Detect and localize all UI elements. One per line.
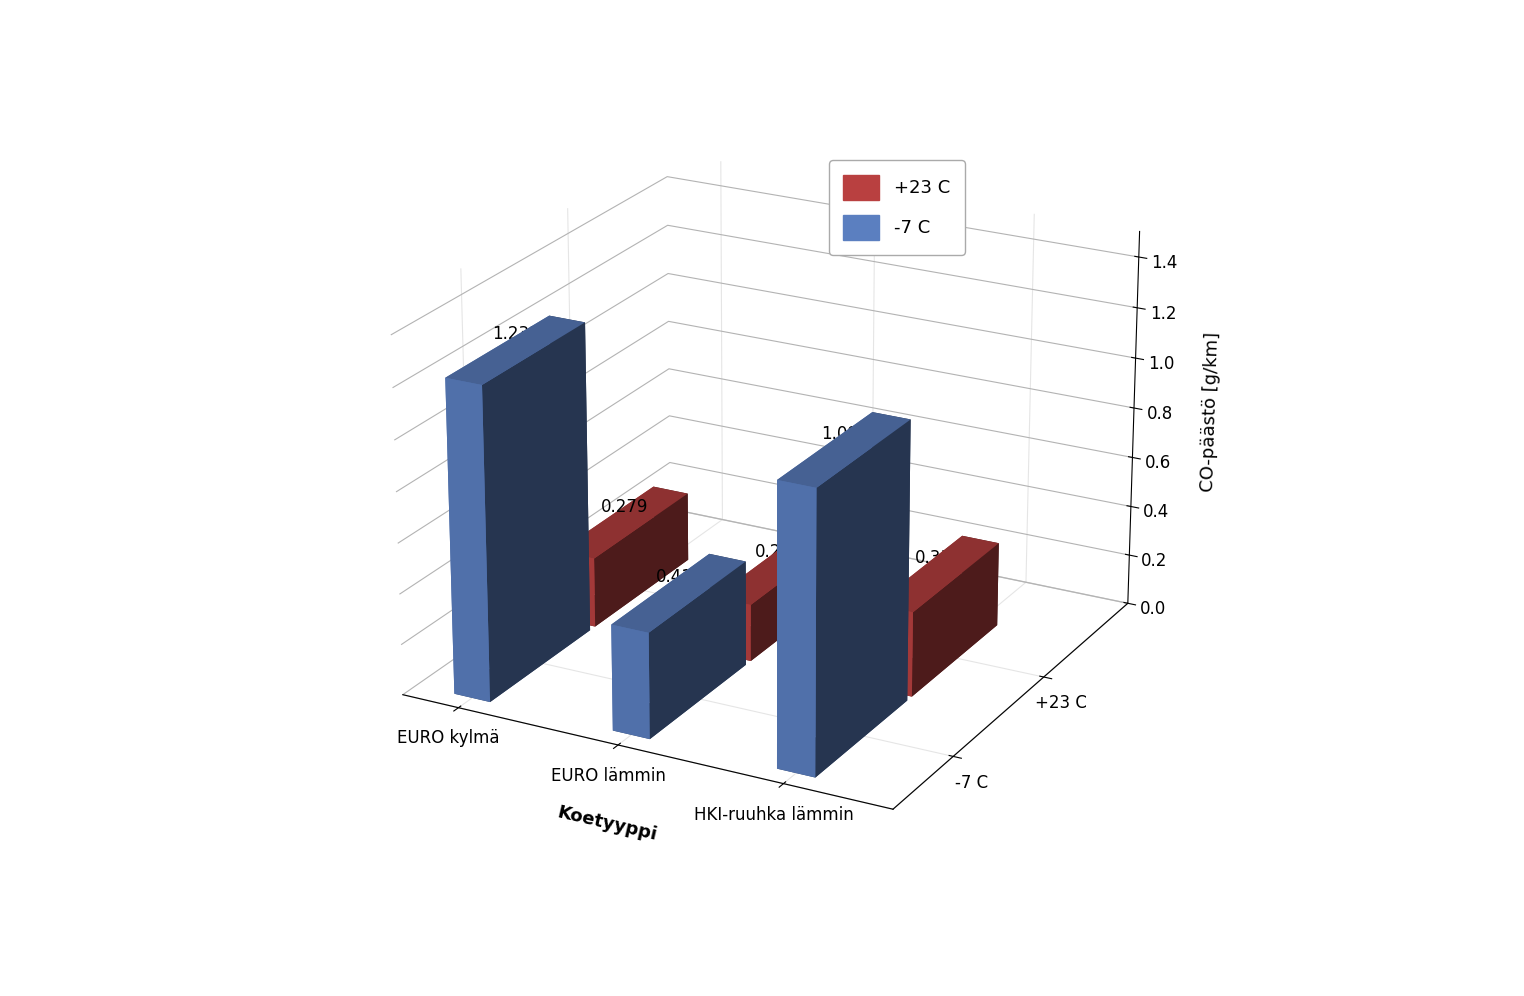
X-axis label: Koetyyppi: Koetyyppi — [556, 804, 660, 845]
Legend: +23 C, -7 C: +23 C, -7 C — [829, 160, 965, 255]
